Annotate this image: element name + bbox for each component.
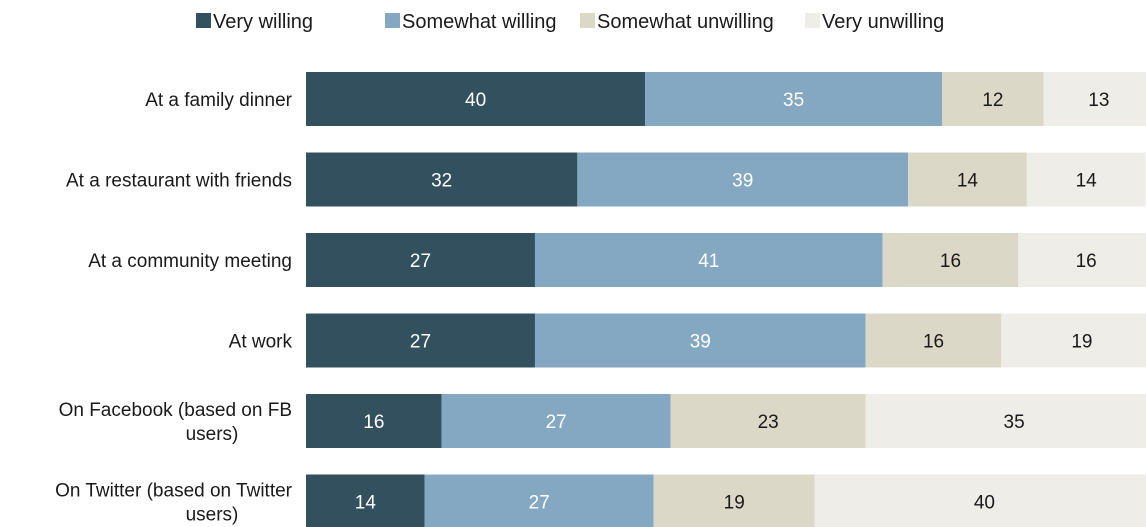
legend-item: Somewhat unwilling [580,11,774,33]
bar-segment [306,72,646,126]
bar-segment [577,152,909,207]
bar-segment [306,233,535,287]
category-labels: At a family dinner At a restaurant with f… [55,90,293,526]
bars [306,72,1146,527]
legend-label: Somewhat willing [402,11,557,33]
bar-segment [534,233,883,287]
data-label: 13 [1088,90,1109,111]
data-label: 16 [940,251,961,272]
bar-segment [865,394,1146,448]
bar-segment [645,72,942,126]
bar-segment [908,152,1027,207]
bar-segment [1026,152,1146,207]
data-label: 27 [410,332,431,353]
legend-label: Very unwilling [822,11,944,33]
data-label: 39 [732,171,753,192]
bar-segment [424,474,654,527]
bar-segment [441,394,671,448]
legend-swatch [805,13,820,28]
category-label: At a restaurant with friends [66,171,292,192]
data-label: 32 [431,171,452,192]
data-label: 35 [1004,412,1025,433]
bar-segment [306,313,535,368]
data-label: 40 [465,90,486,111]
data-label: 14 [355,493,377,514]
category-label-line: At a community meeting [88,251,292,272]
data-label: 14 [1076,171,1098,192]
data-label: 12 [982,90,1003,111]
category-label: At a community meeting [88,251,292,272]
bar-segment [814,474,1146,527]
category-label: At work [229,332,293,353]
data-label: 16 [923,332,944,353]
data-label: 41 [698,251,719,272]
category-label-line: At a restaurant with friends [66,171,292,192]
category-label: On Twitter (based on Twitter users) [55,481,293,526]
bar-segment [306,394,442,448]
data-label: 19 [1071,332,1092,353]
bar-segment [1018,233,1146,287]
category-label-line: users) [186,505,239,526]
category-label: On Facebook (based on FB users) [59,400,292,445]
bar-segment [306,152,578,207]
legend-item: Very willing [196,11,313,33]
category-label-line: users) [186,424,239,445]
data-label: 23 [758,412,779,433]
bar-segment [942,72,1044,126]
data-label: 27 [546,412,567,433]
bar-segment [670,394,866,448]
legend-swatch [580,13,595,28]
category-label-line: On Facebook (based on FB [59,400,292,421]
data-label: 19 [724,493,745,514]
bar-segment [1001,313,1146,368]
data-label: 39 [690,332,711,353]
legend-swatch [196,13,211,28]
bar-segment [653,474,815,527]
category-label-line: At work [229,332,293,353]
category-label-line: On Twitter (based on Twitter [55,481,293,502]
data-label: 14 [957,171,979,192]
data-label: 16 [363,412,384,433]
data-label: 40 [974,493,995,514]
category-label-line: At a family dinner [145,90,292,111]
bar-segment [1043,72,1146,126]
legend-item: Somewhat willing [385,11,557,33]
chart-legend: Very willing Somewhat willing Somewhat unw… [196,11,944,33]
data-labels: 40 35 12 13 32 39 14 14 27 41 16 16 27 39 16 19 16 27 23 35… [355,90,1110,514]
legend-label: Very willing [213,11,313,33]
bar-segment [534,313,866,368]
bar-segment [882,233,1019,287]
data-label: 16 [1076,251,1097,272]
data-label: 35 [783,90,804,111]
data-label: 27 [410,251,431,272]
legend-label: Somewhat unwilling [597,11,774,33]
data-label: 27 [529,493,550,514]
category-label: At a family dinner [145,90,292,111]
bar-segment [865,313,1002,368]
bar-segment [306,474,425,527]
legend-item: Very unwilling [805,11,944,33]
legend-swatch [385,13,400,28]
